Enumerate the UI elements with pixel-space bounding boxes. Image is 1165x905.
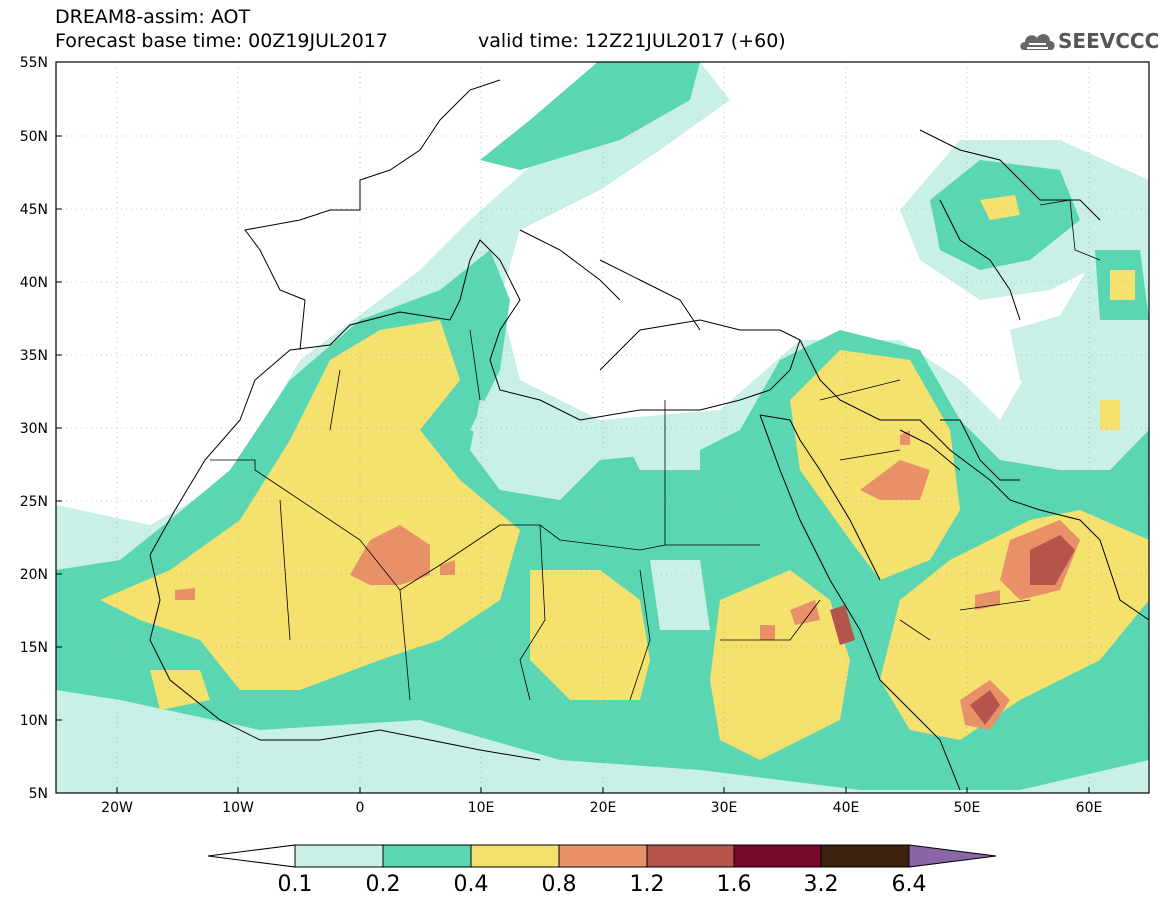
lon-label: 50E [954,800,981,816]
colorbar-label: 0.2 [365,872,401,897]
lon-label: 30E [711,800,738,816]
seevccc-logo: SEEVCCC [1018,24,1159,58]
colorbar-label: 0.4 [453,872,489,897]
aot-level-1.2 [830,535,1075,725]
valid-time: valid time: 12Z21JUL2017 (+60) [478,30,786,52]
lon-label: 60E [1076,800,1103,816]
logo-text: SEEVCCC [1058,29,1160,53]
colorbar-label: 1.6 [716,872,752,897]
colorbar [207,844,997,868]
colorbar-segment [646,844,735,868]
lon-label: 20W [101,800,133,816]
colorbar-segment [733,844,822,868]
lat-label: 55N [20,55,48,71]
lon-label: 10W [222,800,254,816]
colorbar-segment [382,844,472,868]
lon-label: 40E [833,800,860,816]
cloud-icon [1020,34,1055,50]
lat-label: 20N [20,567,48,583]
colorbar-segment [820,844,910,868]
latitude-labels: 55N 50N 45N 40N 35N 30N 25N 20N 15N 10N … [20,55,48,802]
lat-label: 25N [20,494,48,510]
colorbar-segment [908,844,997,868]
lat-label: 15N [20,640,48,656]
colorbar-segment [294,844,384,868]
lat-label: 40N [20,275,48,291]
coastlines [149,79,1149,791]
map-title: DREAM8-assim: AOT [55,6,251,28]
lon-label: 0 [356,800,365,816]
lat-label: 45N [20,202,48,218]
axis-ticks [56,61,1090,793]
lon-label: 10E [468,800,495,816]
colorbar-label: 0.1 [277,872,313,897]
colorbar-segment [207,844,296,868]
lat-label: 5N [29,786,48,802]
colorbar-label: 3.2 [803,872,839,897]
colorbar-label: 6.4 [891,872,927,897]
aot-field [56,62,1149,793]
aot-clear-areas [470,400,710,630]
longitude-labels: 20W 10W 0 10E 20E 30E 40E 50E 60E [101,800,1102,816]
colorbar-label: 1.2 [629,872,665,897]
lat-label: 10N [20,713,48,729]
forecast-base-time: Forecast base time: 00Z19JUL2017 [55,30,388,52]
colorbar-segment [470,844,560,868]
lon-label: 20E [590,800,617,816]
lat-label: 30N [20,421,48,437]
lat-label: 35N [20,348,48,364]
country-borders [210,199,1101,701]
lat-label: 50N [20,129,48,145]
colorbar-segment [558,844,648,868]
colorbar-label: 0.8 [541,872,577,897]
gridlines [56,62,1149,793]
